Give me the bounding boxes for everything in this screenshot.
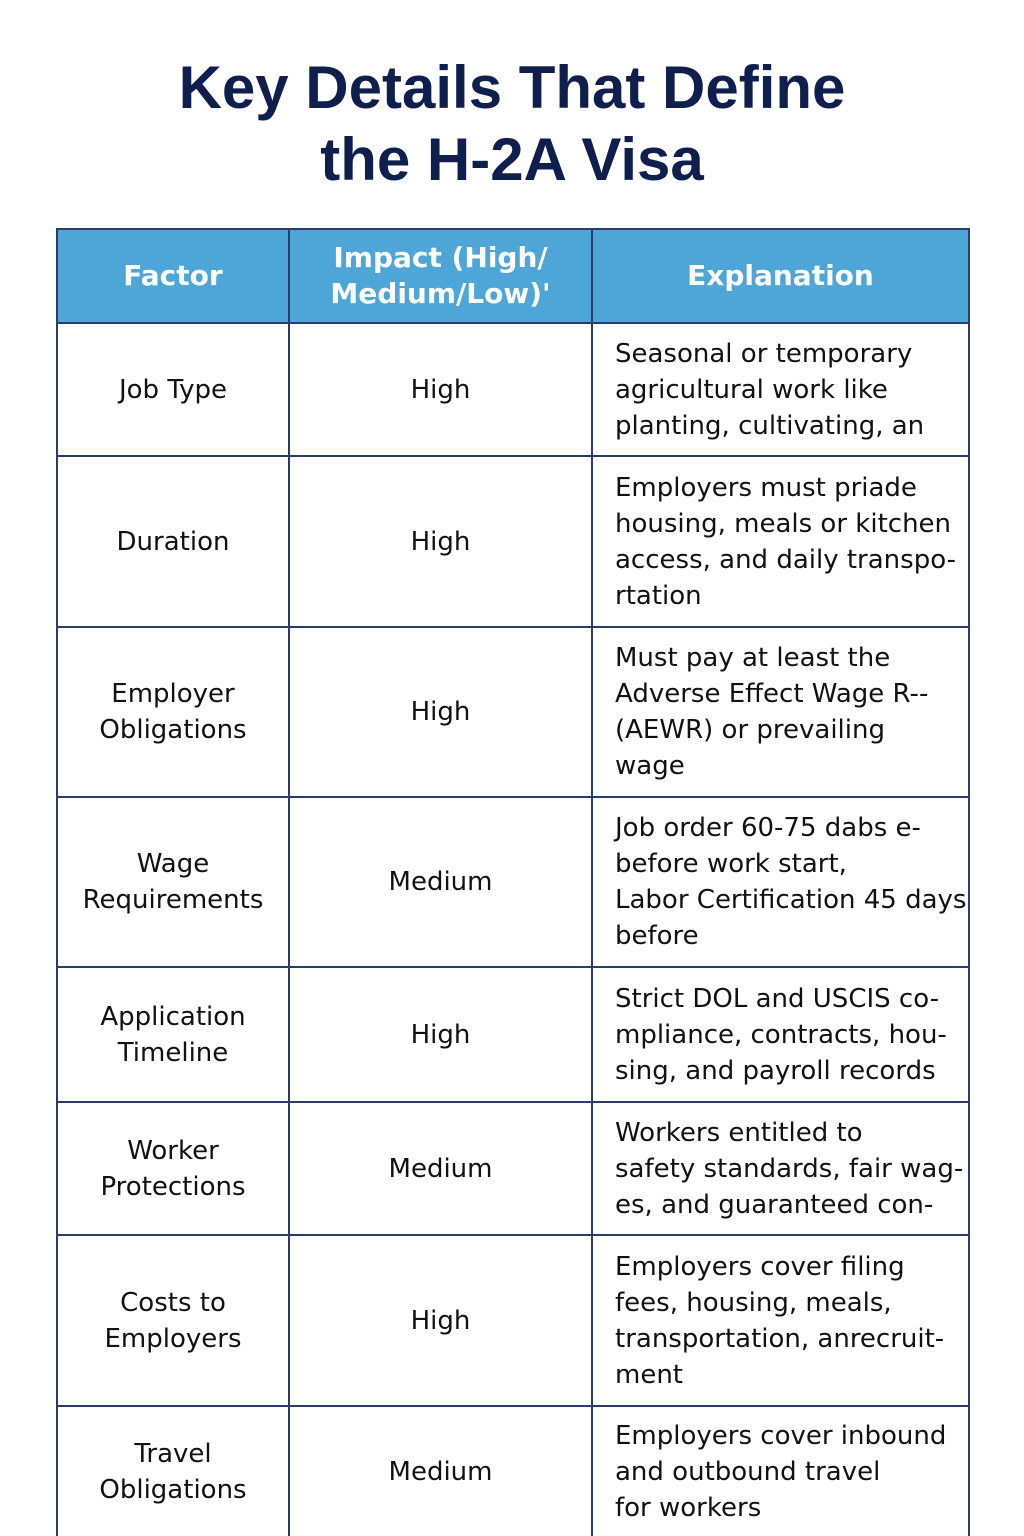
factor-cell: Employer Obligations [56, 626, 290, 798]
explanation-line: safety standards, fair wag- [615, 1153, 964, 1184]
explanation-line: Seasonal or temporary [615, 338, 913, 369]
explanation-line: planting, cultivating, an [615, 410, 925, 441]
table-row: Job Type High Seasonal or temporary agricul… [56, 322, 970, 457]
factor-line: Application [100, 1001, 246, 1032]
table-row: Duration High Employers must priade housing… [56, 455, 970, 628]
factor-cell: Wage Requirements [56, 796, 290, 968]
explanation-cell: Seasonal or temporary agricultural work l… [591, 322, 970, 457]
table: Factor Impact (High/Medium/Low)' Explanati… [56, 228, 970, 1536]
explanation-line: rtation [615, 580, 702, 611]
impact-cell: High [288, 455, 593, 628]
header-line: Explanation [687, 259, 874, 292]
explanation-line: before [615, 921, 699, 951]
table-row: Wage Requirements Medium Job order 60-75 da… [56, 796, 970, 968]
impact-cell: High [288, 626, 593, 798]
factor-cell: Job Type [56, 322, 290, 457]
factor-cell: Worker Protections [56, 1101, 290, 1236]
title: Key Details That Define the H-2A Visa [0, 52, 1024, 196]
explanation-line: Adverse Effect Wage R-- [615, 679, 929, 709]
factor-line: Obligations [99, 715, 247, 745]
explanation-line: agricultural work like [615, 374, 888, 405]
explanation-line: (AEWR) or prevailing [615, 715, 885, 745]
explanation-line: ment [615, 1359, 683, 1390]
explanation-line: before work start, [615, 849, 847, 879]
impact-cell: Medium [288, 1405, 593, 1536]
factor-line: Requirements [82, 885, 264, 915]
factor-line: Timeline [117, 1037, 229, 1068]
table-row: Application Timeline High Strict DOL and US… [56, 966, 970, 1103]
table-row: Costs to Employers High Employers cover fil… [56, 1234, 970, 1407]
explanation-cell: Job order 60-75 dabs e-before work start… [591, 796, 970, 968]
factor-line: Protections [100, 1171, 246, 1202]
impact-cell: High [288, 322, 593, 457]
factor-cell: Costs to Employers [56, 1234, 290, 1407]
factor-line: Employer [111, 679, 235, 709]
column-header: Impact (High/Medium/Low)' [288, 228, 593, 324]
explanation-line: and outbound travel [615, 1456, 881, 1487]
explanation-line: Labor Certification 45 days [615, 885, 967, 915]
header-line: Medium/Low)' [330, 277, 551, 310]
factor-line: Employers [104, 1323, 242, 1354]
factor-line: Worker [127, 1135, 219, 1166]
explanation-line: housing, meals or kitchen [615, 508, 952, 539]
impact-cell: High [288, 966, 593, 1103]
factor-line: Job Type [118, 374, 228, 405]
explanation-line: Job order 60-75 dabs e- [615, 813, 921, 843]
explanation-line: Workers entitled to [615, 1117, 863, 1148]
explanation-cell: Employers cover filing fees, housing, mea… [591, 1234, 970, 1407]
explanation-line: sing, and payroll records [615, 1055, 936, 1086]
header-line: Factor [123, 259, 223, 292]
explanation-line: Employers must priade [615, 472, 917, 503]
explanation-cell: Employers must priade housing, meals or k… [591, 455, 970, 628]
table-row: Travel Obligations Medium Employers cover i… [56, 1405, 970, 1536]
explanation-line: mpliance, contracts, hou- [615, 1019, 947, 1050]
factor-cell: Application Timeline [56, 966, 290, 1103]
factor-line: Duration [116, 526, 230, 557]
header-line: Impact (High/ [333, 241, 548, 274]
impact-cell: Medium [288, 796, 593, 968]
explanation-line: for workers [615, 1492, 762, 1523]
factor-line: Travel [134, 1438, 212, 1469]
column-header: Factor [56, 228, 290, 324]
explanation-line: wage [615, 751, 685, 781]
explanation-cell: Must pay at least the Adverse Effect Wage… [591, 626, 970, 798]
explanation-cell: Strict DOL and USCIS co-mpliance, contra… [591, 966, 970, 1103]
impact-cell: Medium [288, 1101, 593, 1236]
factor-cell: Duration [56, 455, 290, 628]
factor-cell: Travel Obligations [56, 1405, 290, 1536]
factor-line: Obligations [99, 1474, 247, 1505]
explanation-cell: Workers entitled to safety standards, fai… [591, 1101, 970, 1236]
table-row: Worker Protections Medium Workers entitled … [56, 1101, 970, 1236]
title-line: Key Details That Define [178, 54, 846, 121]
table-row: Employer Obligations High Must pay at least… [56, 626, 970, 798]
explanation-line: es, and guaranteed con- [615, 1189, 934, 1220]
explanation-line: Must pay at least the [615, 643, 891, 673]
column-header: Explanation [591, 228, 970, 324]
explanation-line: Employers cover filing [615, 1251, 905, 1282]
explanation-line: access, and daily transpo- [615, 544, 956, 575]
explanation-line: Strict DOL and USCIS co- [615, 983, 939, 1014]
factor-line: Costs to [120, 1287, 226, 1318]
explanation-line: fees, housing, meals, [615, 1287, 892, 1318]
factor-line: Wage [136, 849, 210, 879]
title-line: the H-2A Visa [320, 126, 704, 193]
explanation-line: Employers cover inbound [615, 1420, 947, 1451]
impact-cell: High [288, 1234, 593, 1407]
explanation-line: transportation, anrecruit- [615, 1323, 945, 1354]
explanation-cell: Employers cover inbound and outbound trav… [591, 1405, 970, 1536]
header-row: Factor Impact (High/Medium/Low)' Explanati… [56, 228, 970, 324]
